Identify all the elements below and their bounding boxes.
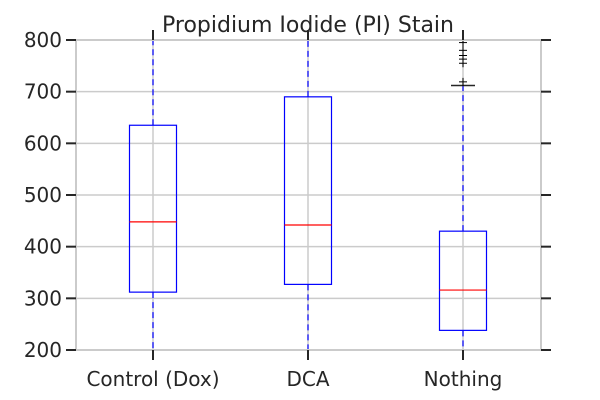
box-iqr [438,230,488,331]
x-tick-label: Nothing [424,367,503,391]
x-tick-label: Control (Dox) [86,367,219,391]
ticks-layer: 200 300 400 500 600 700 800 Control (Dox) DCA Not… [24,28,551,391]
boxes-layer [128,40,488,350]
y-tick-label: 800 [24,28,62,52]
x-tick-label: DCA [286,367,329,391]
box-group [438,40,488,350]
box-iqr [283,96,333,285]
y-tick-label: 200 [24,338,62,362]
y-tick-label: 300 [24,286,62,310]
y-tick-label: 700 [24,80,62,104]
box-group [283,40,333,350]
outlier-marker [459,77,467,86]
outlier-marker [459,46,467,55]
outlier-marker [459,40,467,47]
y-tick-label: 600 [24,131,62,155]
box-group [128,40,178,350]
box-iqr [128,124,178,293]
y-tick-label: 400 [24,235,62,259]
y-tick-label: 500 [24,183,62,207]
